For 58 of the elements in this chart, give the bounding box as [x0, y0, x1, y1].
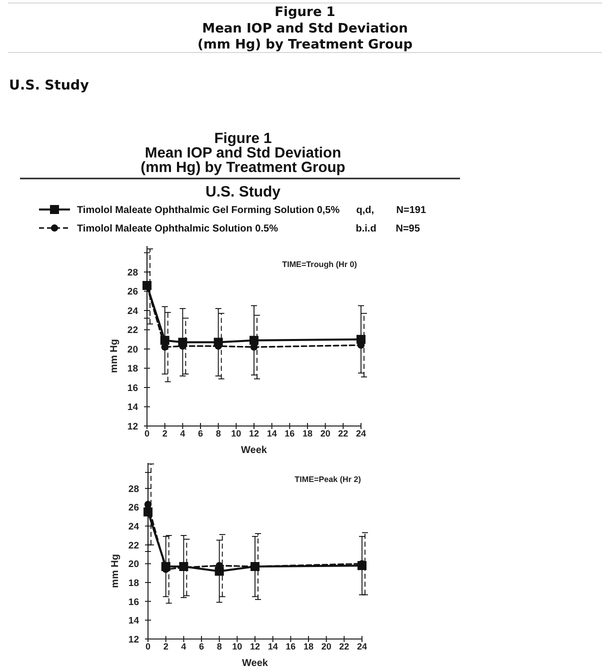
- y-tick-label: 22: [127, 325, 138, 336]
- x-tick-label: 16: [286, 642, 296, 652]
- x-tick-label: 6: [198, 428, 204, 438]
- y-tick-label: 20: [127, 344, 138, 356]
- x-tick-label: 6: [198, 642, 204, 652]
- x-tick-label: 22: [338, 428, 348, 438]
- x-tick-label: 4: [181, 642, 186, 652]
- x-tick-label: 18: [303, 642, 314, 652]
- x-tick-label: 8: [216, 428, 221, 438]
- y-tick-label: 28: [127, 267, 138, 278]
- x-tick-label: 20: [320, 428, 330, 438]
- x-tick-label: 16: [284, 428, 295, 438]
- y-tick-label: 16: [128, 596, 139, 608]
- chart-subtitle: U.S. Study: [205, 184, 282, 200]
- point: [144, 507, 152, 516]
- x-tick-label: 22: [339, 642, 350, 652]
- x-tick-label: 10: [232, 642, 242, 652]
- y-tick-label: 14: [128, 616, 140, 627]
- x-tick-label: 10: [231, 428, 242, 438]
- x-tick-label: 14: [268, 642, 278, 652]
- chart-title: Figure 1 Mean IOP and Std Deviation (mm Hg) by Treatment Group: [140, 131, 346, 176]
- x-tick-label: 0: [144, 428, 150, 438]
- x-tick-label: 2: [163, 642, 168, 652]
- y-tick-label: 26: [127, 286, 138, 298]
- y-tick-label: 20: [128, 559, 139, 570]
- point: [160, 336, 170, 345]
- y-tick-label: 16: [127, 382, 138, 394]
- x-tick-label: 12: [250, 642, 260, 652]
- x-tick-label: 12: [248, 428, 260, 438]
- legend-label: Timolol Maleate Ophthalmic Gel Forming Solution 0,5% q,d, N=191: [77, 205, 426, 216]
- y-tick-label: 24: [128, 521, 140, 532]
- x-tick-label: 2: [162, 428, 168, 438]
- point: [250, 336, 258, 345]
- annotation: TIME=Peak (Hr 2): [294, 475, 362, 484]
- annotation: TIME=Trough (Hr 0): [282, 260, 358, 269]
- y-tick-label: 24: [127, 306, 139, 317]
- x-tick-label: 0: [145, 642, 151, 652]
- legend-label: Timolol Maleate Ophthalmic Solution 0.5% b.i.d N=95: [77, 224, 420, 235]
- x-tick-label: 20: [321, 642, 332, 652]
- x-tick-label: 14: [266, 428, 277, 438]
- y-tick-label: 28: [128, 484, 139, 495]
- x-tick-label: 8: [216, 642, 222, 652]
- x-tick-label: 24: [356, 642, 368, 652]
- x-tick-label: 18: [302, 428, 313, 438]
- text: Figure 1 Mean IOP and Std Deviation (mm Hg) by Treatment Group: [197, 5, 413, 53]
- x-tick-label: 24: [356, 428, 366, 438]
- y-axis-title: mm Hg: [109, 339, 120, 373]
- y-tick-label: 14: [127, 402, 139, 414]
- y-tick-label: 18: [128, 578, 139, 589]
- x-axis-title: Week: [241, 445, 268, 456]
- x-tick-label: 4: [180, 428, 186, 438]
- point: [144, 500, 152, 508]
- y-tick-label: 18: [127, 364, 138, 375]
- text: U.S. Study: [9, 78, 90, 94]
- y-tick-label: 22: [128, 540, 139, 552]
- x-axis-title: Week: [242, 658, 268, 669]
- y-tick-label: 26: [128, 502, 139, 514]
- y-axis-title: mm Hg: [110, 554, 121, 588]
